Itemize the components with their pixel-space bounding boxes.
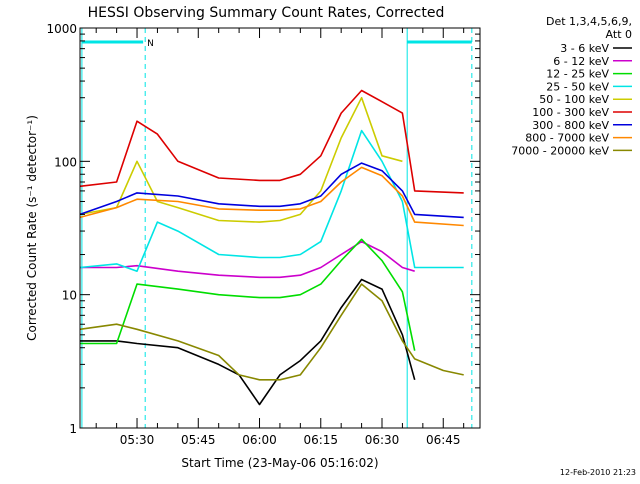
legend-label-2: 12 - 25 keV: [546, 68, 609, 81]
legend-label-6: 300 - 800 keV: [532, 119, 609, 132]
x-tick-label-0: 05:30: [120, 433, 155, 447]
x-tick-label-5: 06:45: [426, 433, 461, 447]
axis-ticks: 1 10 100 1000 05:30 05:45 06:00 06:15 06:30 06:45: [46, 22, 480, 447]
series-line-7: [79, 166, 464, 227]
x-axis-label: Start Time (23-May-06 05:16:02): [181, 456, 378, 470]
x-tick-label-1: 05:45: [181, 433, 216, 447]
plot-frame: [79, 27, 481, 429]
y-tick-label-1: 10: [62, 289, 77, 303]
legend-label-7: 800 - 7000 keV: [525, 132, 609, 145]
y-tick-label-2: 100: [54, 155, 77, 169]
legend-header-line-2: Att 0: [606, 28, 632, 41]
series-line-2: [79, 238, 416, 351]
legend-label-0: 3 - 6 keV: [560, 42, 609, 55]
series-line-3: [79, 129, 464, 273]
y-tick-label-3: 1000: [46, 22, 77, 36]
y-tick-label-0: 1: [69, 422, 77, 436]
y-axis-label: Corrected Count Rate (s⁻¹ detector⁻¹): [25, 115, 39, 341]
x-tick-label-3: 06:15: [303, 433, 338, 447]
x-tick-label-4: 06:30: [365, 433, 400, 447]
footer-timestamp: 12-Feb-2010 21:23: [560, 468, 636, 477]
series-line-5: [79, 89, 464, 194]
legend-label-4: 50 - 100 keV: [539, 93, 609, 106]
x-tick-label-2: 06:00: [242, 433, 277, 447]
series-line-1: [79, 240, 415, 279]
legend-label-3: 25 - 50 keV: [546, 80, 609, 93]
legend-label-8: 7000 - 20000 keV: [511, 144, 609, 157]
series-line-6: [79, 162, 464, 219]
series-line-0: [79, 278, 416, 406]
legend-label-5: 100 - 300 keV: [532, 106, 609, 119]
legend-header-line-1: Det 1,3,4,5,6,9,: [546, 15, 632, 28]
top-bar-label-0: N: [147, 39, 154, 49]
series-line-8: [79, 283, 464, 381]
plot-area: N: [79, 28, 473, 428]
legend-label-1: 6 - 12 keV: [553, 55, 609, 68]
chart-title: HESSI Observing Summary Count Rates, Cor…: [88, 5, 445, 21]
series-line-4: [79, 96, 403, 223]
